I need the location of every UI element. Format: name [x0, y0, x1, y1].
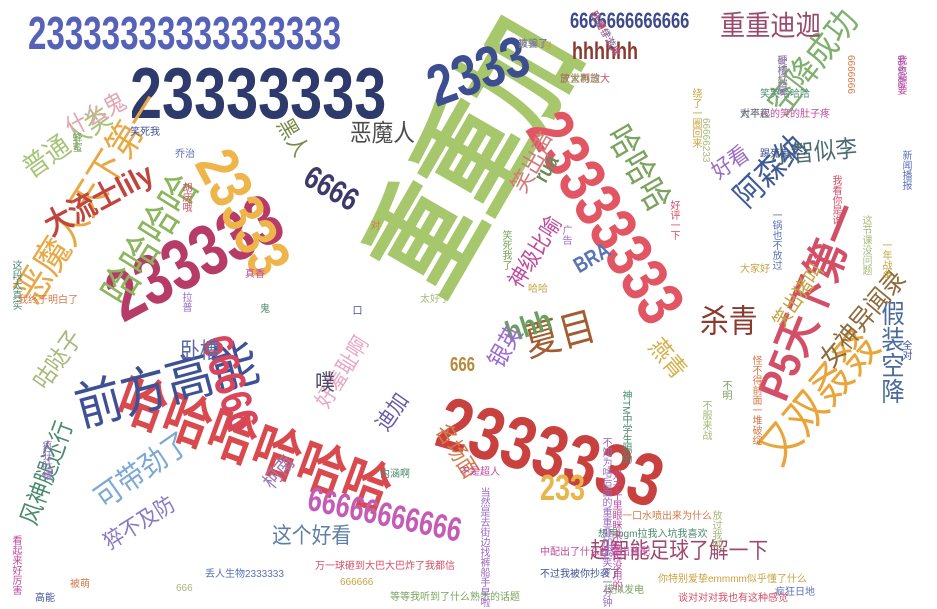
cloud-word-small: 666: [176, 583, 193, 594]
cloud-word-small: 新闻播报: [900, 150, 911, 190]
cloud-word: 恶魔人: [350, 120, 415, 147]
cloud-word-small: 我看你是谁: [830, 175, 841, 225]
cloud-word-small: 666666: [895, 55, 906, 89]
cloud-word-small: 好评一下: [668, 200, 679, 240]
cloud-word-small: 万一球砸到大巴大巴炸了我都信: [315, 561, 455, 572]
cloud-word-small: 看起来好厉害: [10, 535, 21, 595]
cloud-word-small: 全对: [900, 340, 911, 360]
cloud-word-small: 中配出了什么打算出蓝配: [540, 547, 650, 558]
cloud-word-small: 等等我听到了什么熟悉的话题: [390, 592, 520, 603]
cloud-word-small: 卧槽好亮: [775, 55, 786, 95]
cloud-word-small: 拉普: [180, 292, 191, 312]
cloud-word-small: 你特别爱挚emmmm似乎懂了什么: [658, 574, 807, 585]
cloud-word: 超智能足球了解一下: [590, 538, 769, 563]
cloud-word-small: 对于干里眼眯来说是没用的: [610, 470, 621, 590]
cloud-word-small: 疯狂吐槽: [40, 440, 51, 480]
cloud-word-small: 一锅也不放过: [770, 210, 781, 270]
cloud-word-small: 鬼: [260, 304, 270, 315]
cloud-word-small: 666666: [340, 577, 374, 588]
cloud-word-small: 这段太真实: [10, 260, 21, 310]
cloud-word: 可带劲了: [88, 426, 197, 516]
cloud-word-small: 对: [368, 220, 379, 230]
cloud-word: 重重迪迦: [720, 10, 821, 41]
cloud-word-small: 不明: [720, 380, 731, 400]
cloud-word-small: 想用bgm拉我入坑我喜欢: [598, 529, 708, 540]
cloud-word-small: 谈对对对我也有这种感觉: [678, 593, 788, 604]
cloud-word-small: 真香: [245, 269, 265, 280]
cloud-word: 杀青: [700, 303, 758, 339]
cloud-word-small: 踢死鬼子: [760, 149, 800, 160]
cloud-word-small: 我也想要: [895, 55, 906, 95]
cloud-word-small: 不服来战: [700, 400, 711, 440]
cloud-word: 卧槽: [180, 338, 220, 363]
cloud-word-small: 内涵啊: [380, 469, 410, 480]
cloud-word-small: 疯狂日地: [775, 587, 815, 598]
cloud-word-small: 我终于明白了: [18, 295, 78, 306]
cloud-word-small: 哈哈: [528, 284, 548, 295]
cloud-word-small: 怪不得前面一堆破绽: [750, 355, 761, 445]
cloud-word: 迪加: [370, 388, 414, 436]
cloud-word-small: 一口水喷出来为什么: [622, 511, 712, 522]
cloud-word-small: 广告: [560, 225, 571, 245]
cloud-word: 燕青: [642, 333, 692, 385]
cloud-word-small: 6666666: [845, 55, 856, 94]
cloud-word: 神级比喻: [503, 211, 567, 293]
cloud-word-small: 放过我吧: [710, 510, 721, 550]
cloud-word-small: 当然是去街边找裤船手早啦: [478, 487, 489, 607]
cloud-word: 6666666666666: [570, 8, 690, 33]
cloud-word: 23333333: [130, 54, 387, 134]
cloud-word: 假装空降: [878, 300, 906, 404]
cloud-word-small: 被骗了: [518, 39, 548, 50]
cloud-word-small: 大半夜的笑的肚子疼: [740, 109, 830, 120]
cloud-word-small: 大家好: [740, 264, 770, 275]
cloud-word-small: 对不起: [740, 109, 770, 120]
cloud-word-small: 笑哭哈哈哈: [760, 89, 810, 100]
cloud-word-small: 放大再放大: [560, 74, 610, 85]
cloud-word: 噗: [315, 370, 335, 395]
cloud-word-small: 天堂制造: [560, 74, 600, 85]
cloud-word: 6666: [298, 158, 366, 218]
cloud-word: 666: [450, 354, 476, 376]
cloud-word-small: 硬核马尾: [775, 55, 786, 95]
cloud-word-small: 真香ing: [518, 39, 552, 50]
cloud-word-small: 高能: [35, 593, 55, 604]
cloud-word: hhhhhh: [572, 38, 638, 65]
cloud-word-small: 太好了: [420, 294, 450, 305]
cloud-word-small: 66666233: [700, 118, 711, 163]
cloud-word-small: 这节课没问题: [860, 215, 871, 275]
cloud-word-small: 不过我被你抄袭了: [540, 569, 620, 580]
cloud-word-small: 笑死我: [130, 127, 160, 138]
cloud-word-small: 蜂蜜: [70, 132, 81, 152]
cloud-word: 23333333333333333: [28, 7, 342, 59]
cloud-word-small: 乔治: [175, 149, 195, 160]
cloud-word-small: 一年战争: [880, 240, 891, 280]
cloud-word-small: 绕了一圈回来: [690, 88, 701, 148]
cloud-word-small: 神TM中学生踢的: [620, 390, 631, 465]
cloud-word: 这个好看: [272, 523, 352, 548]
cloud-word-small: 模拟发电: [604, 585, 644, 596]
cloud-word-small: 不知为啥后面的重重叠加我笑了一分钟: [600, 437, 611, 607]
cloud-word-small: 笑死我了: [500, 230, 511, 270]
cloud-word-small: 丢人生物2333333: [205, 569, 284, 580]
cloud-word-small: 被萌: [70, 579, 90, 590]
cloud-word-small: 不是超人: [460, 467, 500, 478]
cloud-word-small: 口: [350, 305, 361, 315]
cloud-word-small: 胡庆哦: [180, 182, 191, 212]
cloud-word: 233: [540, 467, 586, 508]
cloud-word: 银英: [483, 321, 529, 373]
